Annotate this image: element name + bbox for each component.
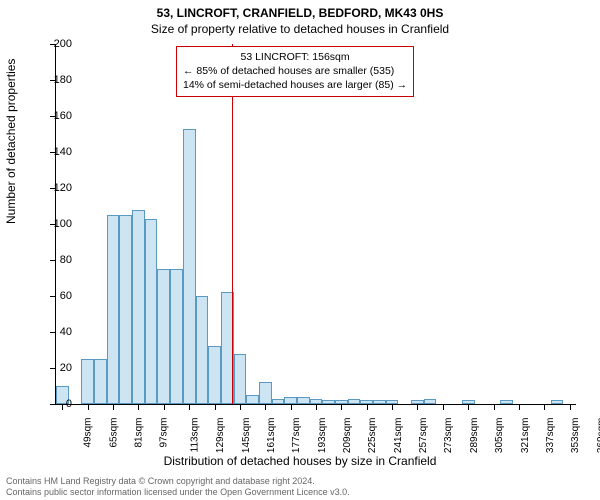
y-tick-label: 120 [38, 182, 72, 194]
x-tick-label: 305sqm [494, 418, 505, 454]
x-axis-label: Distribution of detached houses by size … [0, 454, 600, 468]
y-tick-label: 60 [38, 290, 72, 302]
histogram-bar [373, 400, 386, 404]
histogram-bar [157, 269, 170, 404]
annotation-line: 53 LINCROFT: 156sqm [183, 50, 407, 64]
x-tick-label: 273sqm [444, 418, 455, 454]
histogram-bar [297, 397, 310, 404]
histogram-bar [196, 296, 209, 404]
histogram-bar [81, 359, 94, 404]
attribution-footer: Contains HM Land Registry data © Crown c… [6, 476, 350, 498]
x-tick-label: 193sqm [317, 418, 328, 454]
x-tick [341, 404, 342, 410]
x-tick-label: 369sqm [596, 418, 600, 454]
y-tick-label: 160 [38, 110, 72, 122]
y-axis-label: Number of detached properties [4, 59, 18, 224]
histogram-bar [107, 215, 120, 404]
x-tick [316, 404, 317, 410]
y-tick-label: 200 [38, 38, 72, 50]
x-tick-label: 97sqm [159, 418, 170, 448]
annotation-line: 14% of semi-detached houses are larger (… [183, 78, 407, 92]
histogram-bar [246, 395, 259, 404]
histogram-bar [500, 400, 513, 404]
x-tick [544, 404, 545, 410]
reference-line [232, 44, 233, 404]
histogram-bar [234, 354, 247, 404]
plot-region: 53 LINCROFT: 156sqm← 85% of detached hou… [55, 44, 576, 405]
x-tick-label: 337sqm [545, 418, 556, 454]
histogram-bar [259, 382, 272, 404]
histogram-bar [145, 219, 158, 404]
y-tick-label: 80 [38, 254, 72, 266]
x-tick [138, 404, 139, 410]
x-tick-label: 65sqm [108, 418, 119, 448]
x-tick [392, 404, 393, 410]
x-tick [417, 404, 418, 410]
annotation-box: 53 LINCROFT: 156sqm← 85% of detached hou… [176, 46, 414, 97]
x-tick-label: 161sqm [266, 418, 277, 454]
annotation-line: ← 85% of detached houses are smaller (53… [183, 64, 407, 78]
x-tick [88, 404, 89, 410]
y-tick-label: 140 [38, 146, 72, 158]
x-tick-label: 113sqm [189, 418, 200, 453]
x-tick-label: 225sqm [367, 418, 378, 454]
x-tick [468, 404, 469, 410]
x-tick-label: 321sqm [520, 418, 531, 454]
x-tick-label: 257sqm [418, 418, 429, 454]
x-tick-label: 209sqm [342, 418, 353, 454]
x-tick [113, 404, 114, 410]
x-tick-label: 145sqm [241, 418, 252, 454]
x-tick [494, 404, 495, 410]
x-tick [367, 404, 368, 410]
x-tick-label: 177sqm [291, 418, 302, 454]
histogram-bar [424, 399, 437, 404]
x-tick [443, 404, 444, 410]
x-tick-label: 241sqm [393, 418, 404, 454]
y-tick-label: 20 [38, 362, 72, 374]
histogram-bar [322, 400, 335, 404]
x-tick [189, 404, 190, 410]
histogram-bar [132, 210, 145, 404]
x-tick-label: 49sqm [83, 418, 94, 448]
footer-line-2: Contains public sector information licen… [6, 487, 350, 498]
chart-area: 53 LINCROFT: 156sqm← 85% of detached hou… [55, 44, 575, 404]
y-tick-label: 180 [38, 74, 72, 86]
histogram-bar [94, 359, 107, 404]
x-tick-label: 81sqm [134, 418, 145, 448]
histogram-bar [183, 129, 196, 404]
x-tick-label: 129sqm [215, 418, 226, 454]
y-tick-label: 40 [38, 326, 72, 338]
histogram-bar [551, 400, 564, 404]
x-tick [164, 404, 165, 410]
x-tick [240, 404, 241, 410]
x-tick [570, 404, 571, 410]
page-title-subtitle: Size of property relative to detached ho… [0, 20, 600, 40]
x-tick [265, 404, 266, 410]
y-tick-label: 0 [38, 398, 72, 410]
histogram-bar [119, 215, 132, 404]
x-tick [215, 404, 216, 410]
histogram-bar [208, 346, 221, 404]
histogram-bar [284, 397, 297, 404]
histogram-bar [348, 399, 361, 404]
page-title-address: 53, LINCROFT, CRANFIELD, BEDFORD, MK43 0… [0, 0, 600, 20]
x-tick [519, 404, 520, 410]
x-tick-label: 289sqm [469, 418, 480, 454]
footer-line-1: Contains HM Land Registry data © Crown c… [6, 476, 350, 487]
y-tick-label: 100 [38, 218, 72, 230]
histogram-bar [272, 399, 285, 404]
x-tick-label: 353sqm [570, 418, 581, 454]
histogram-bar [170, 269, 183, 404]
x-tick [291, 404, 292, 410]
